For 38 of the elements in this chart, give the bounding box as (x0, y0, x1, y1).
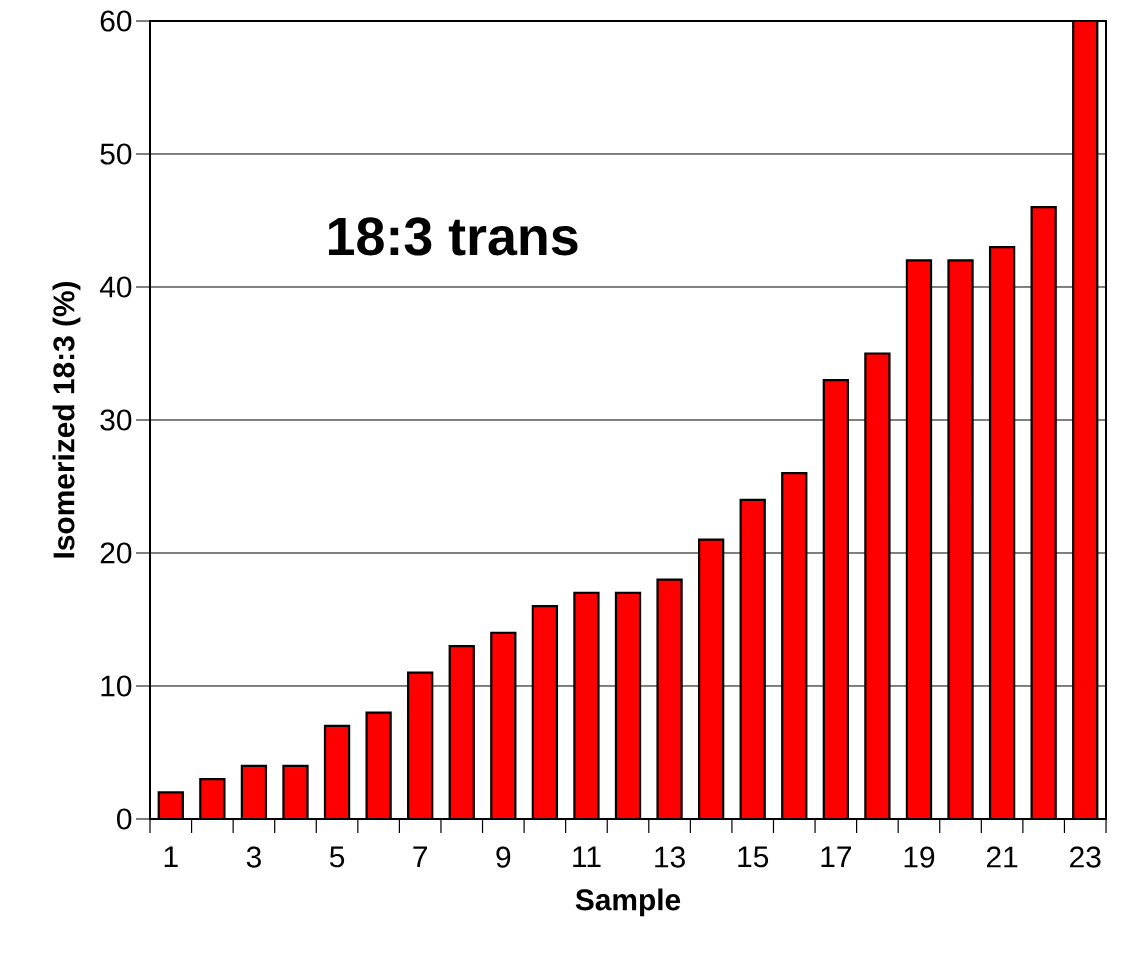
x-tick-label: 1 (164, 846, 178, 868)
bar (740, 499, 765, 819)
x-tick-label: 3 (246, 846, 261, 868)
x-tick-label: 13 (655, 846, 685, 868)
y-tick-label: 50 (100, 143, 132, 165)
y-tick-label: 40 (99, 276, 132, 298)
bar (657, 579, 682, 819)
x-tick-label: 5 (329, 846, 345, 868)
bar (491, 632, 516, 819)
bar (823, 380, 848, 819)
y-tick-label: 20 (100, 542, 132, 564)
x-tick-label: 7 (413, 846, 427, 868)
x-tick-label: 11 (573, 846, 601, 868)
bar (408, 672, 433, 819)
bar (449, 646, 474, 819)
bar (906, 260, 932, 819)
bar (574, 592, 599, 819)
x-tick-label: 19 (904, 846, 935, 868)
bar (1031, 207, 1056, 819)
bar (532, 606, 557, 819)
bar (699, 539, 724, 819)
bar (865, 353, 890, 819)
bar (990, 247, 1015, 819)
x-tick-label: 9 (496, 846, 511, 868)
y-axis-title: Isomerized 18:3 (%) (52, 281, 81, 558)
x-tick-label: 23 (1070, 846, 1101, 868)
bar (782, 473, 807, 819)
y-tick-label: 30 (100, 409, 132, 431)
annotation: 18:3 trans (328, 217, 578, 256)
y-tick-label: 0 (117, 808, 132, 830)
bar (615, 592, 641, 819)
x-tick-label: 21 (986, 846, 1018, 868)
x-tick-label: 15 (738, 846, 769, 868)
bar (1072, 20, 1099, 819)
x-axis-title: Sample (575, 888, 681, 917)
y-tick-label: 60 (100, 10, 132, 32)
y-tick-label: 10 (101, 675, 132, 697)
x-tick-label: 17 (821, 846, 851, 868)
